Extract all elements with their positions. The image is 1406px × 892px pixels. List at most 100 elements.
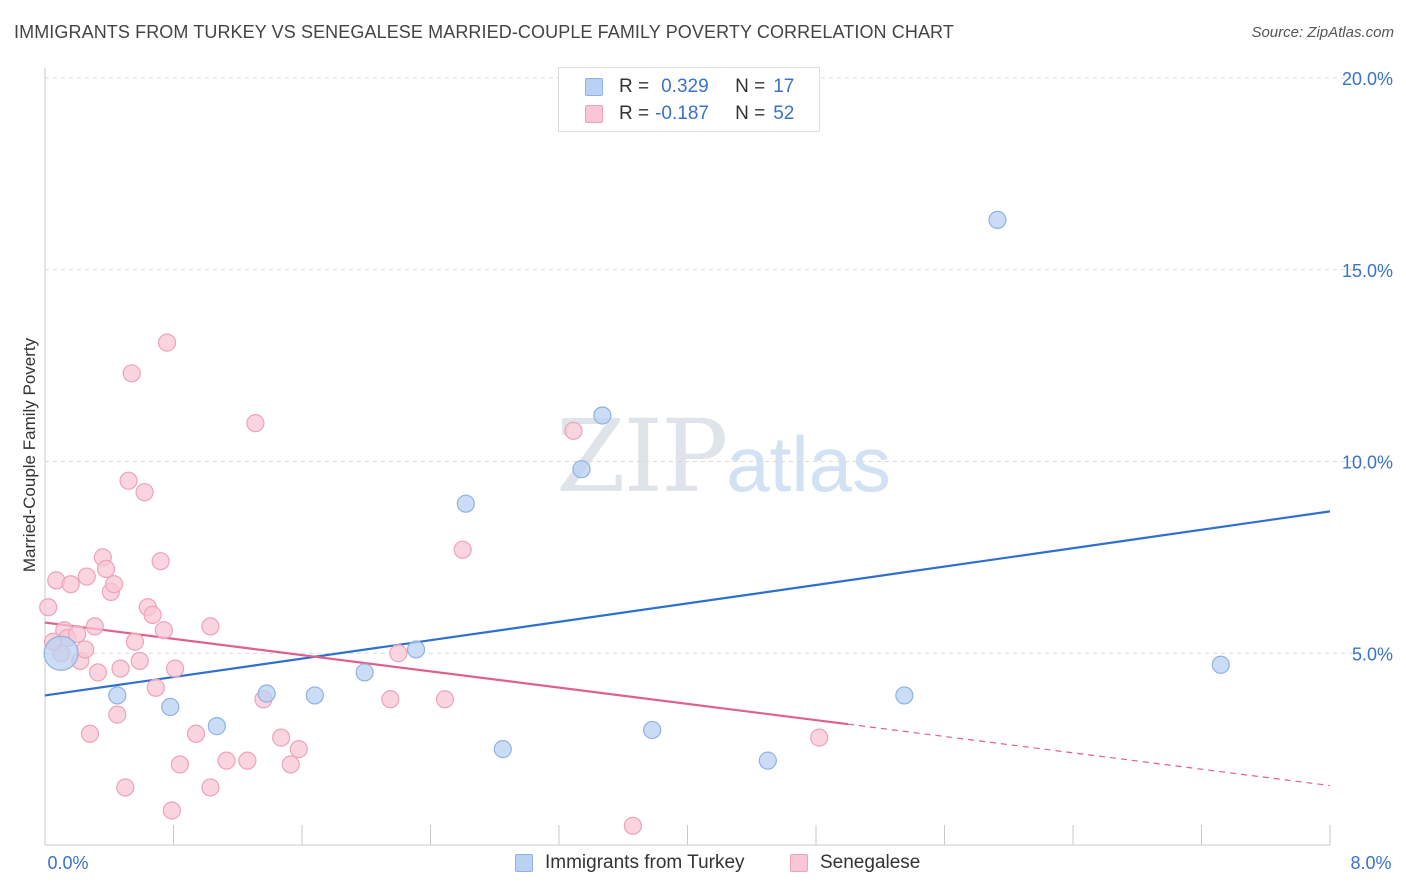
source-credit: Source: ZipAtlas.com [1251,24,1394,41]
watermark-zip: ZIP [556,398,728,515]
data-point-turkey [895,686,914,705]
data-point-turkey [207,717,226,736]
data-point-turkey [988,210,1007,229]
data-point-senegalese [453,540,472,559]
data-point-senegalese [217,751,236,770]
legend-label-senegalese: Senegalese [820,852,921,873]
data-point-senegalese [810,728,829,747]
trend-line-senegalese [44,621,849,726]
legend-swatch-pink [585,105,603,123]
x-tick-label: 8.0% [1350,853,1391,873]
data-point-senegalese [151,552,170,571]
data-point-senegalese [166,659,185,678]
chart-title: IMMIGRANTS FROM TURKEY VS SENEGALESE MAR… [14,22,954,42]
data-point-senegalese [68,624,87,644]
data-point-senegalese [122,364,141,383]
data-point-senegalese [162,801,181,820]
legend-item-senegalese[interactable]: Senegalese [790,852,920,874]
data-point-senegalese [381,690,400,709]
data-point-senegalese [272,728,291,747]
data-point-senegalese [135,483,154,502]
legend-row-senegalese: R = -0.187 N = 52 [585,102,794,126]
data-point-senegalese [96,559,116,578]
data-point-turkey [456,494,475,513]
axes [44,68,1331,846]
x-tick-label: 0.0% [47,853,88,873]
data-point-senegalese [80,724,100,743]
grid-lines [45,77,1365,654]
data-point-turkey [1211,655,1230,674]
data-point-senegalese [76,640,95,659]
data-point-turkey [758,751,777,770]
legend-n-label: N = [735,76,766,97]
y-tick-label: 10.0% [1342,453,1393,473]
data-point-senegalese [77,567,96,586]
legend-label-turkey: Immigrants from Turkey [545,852,745,873]
legend-item-turkey[interactable]: Immigrants from Turkey [515,852,745,874]
legend-r-label: R = [619,103,650,124]
legend-row-turkey: R = 0.329 N = 17 [585,75,794,99]
data-point-senegalese [88,663,108,682]
data-point-senegalese [111,659,130,678]
legend-r-value: 0.329 [661,76,709,97]
data-point-turkey [161,697,180,717]
data-point-senegalese [623,816,642,835]
legend-swatch-pink [790,854,808,872]
data-point-senegalese [186,724,206,743]
data-point-senegalese [170,755,190,774]
data-point-senegalese [157,333,177,352]
data-point-turkey [572,460,591,479]
series-legend: Immigrants from Turkey Senegalese [0,852,1406,876]
data-point-turkey [406,640,426,659]
data-point-senegalese [116,778,135,797]
data-point-senegalese [238,751,257,770]
data-point-senegalese [201,617,220,636]
data-point-senegalese [130,651,149,671]
data-point-senegalese [289,740,308,759]
data-point-senegalese [119,471,138,490]
legend-swatch-blue [515,854,533,872]
trend-line-turkey [44,510,1331,697]
data-point-senegalese [389,644,408,663]
data-point-turkey [643,720,662,740]
y-tick-label: 20.0% [1342,69,1393,89]
tick-labels: 5.0% 10.0% 15.0% 20.0% 0.0% 8.0% [47,69,1393,873]
y-axis-label: Married-Couple Family Poverty [20,337,39,573]
data-point-senegalese [146,678,165,697]
data-point-turkey [43,635,79,671]
watermark: ZIPatlas [556,398,891,515]
data-points [39,210,1230,835]
watermark-atlas: atlas [726,420,892,508]
legend-swatch-blue [585,78,603,96]
data-point-senegalese [85,617,104,636]
data-point-senegalese [143,605,162,625]
data-point-senegalese [125,632,145,651]
legend-n-value: 17 [773,76,795,97]
data-point-turkey [305,686,324,705]
data-point-turkey [257,684,276,703]
data-point-turkey [493,740,512,759]
data-point-senegalese [281,755,300,774]
legend-r-value: -0.187 [655,103,709,124]
data-point-senegalese [108,705,127,724]
data-point-turkey [108,686,127,705]
legend-n-value: 52 [773,103,795,124]
y-tick-label: 5.0% [1352,644,1393,664]
trend-lines [44,510,1331,787]
y-tick-label: 15.0% [1342,261,1393,281]
data-point-senegalese [154,621,173,640]
data-point-turkey [593,406,612,425]
data-point-senegalese [104,575,124,594]
legend-r-label: R = [619,76,650,97]
data-point-senegalese [201,778,220,797]
data-point-senegalese [435,690,455,709]
data-point-senegalese [61,575,80,594]
correlation-legend: R = 0.329 N = 17 R = -0.187 N = 52 [558,67,820,132]
data-point-senegalese [564,421,583,440]
trend-line-dashed-senegalese [848,723,1331,787]
data-point-senegalese [246,414,265,433]
data-point-turkey [355,663,374,682]
data-point-senegalese [39,598,58,617]
legend-n-label: N = [735,103,766,124]
